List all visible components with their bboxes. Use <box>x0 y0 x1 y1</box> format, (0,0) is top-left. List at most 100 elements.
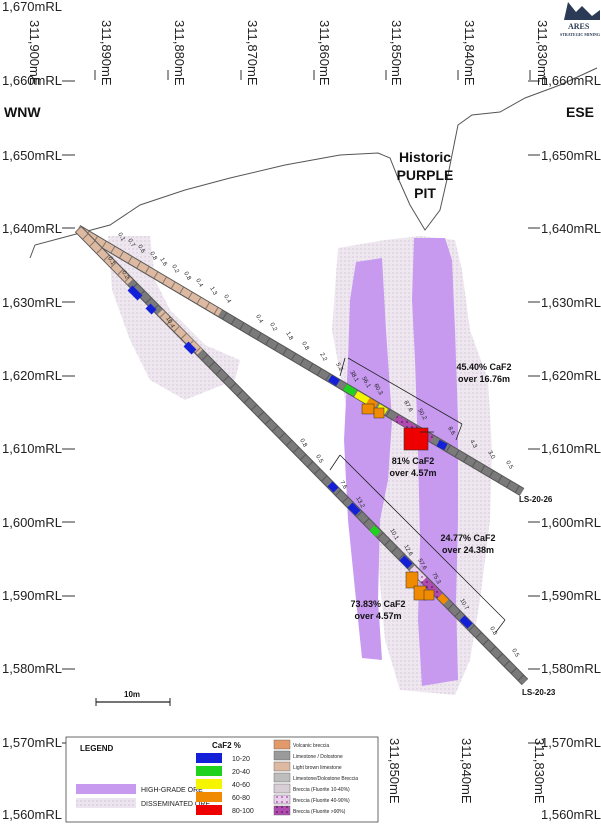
legend-caf2-label-4: 60-80 <box>232 795 250 802</box>
elev-left-label: 1,590mRL <box>2 588 62 603</box>
legend-litho-label-3: Light brown limestone <box>293 765 342 771</box>
hole-label-lower: LS-20-23 <box>522 688 556 697</box>
svg-text:10.7: 10.7 <box>458 598 469 612</box>
svg-text:0.7: 0.7 <box>126 238 136 249</box>
svg-text:56.1: 56.1 <box>360 376 371 390</box>
pit-label-line3: PIT <box>414 185 436 201</box>
legend-high-grade-swatch <box>76 784 136 794</box>
legend-caf2-swatch-4 <box>196 792 222 802</box>
svg-text:60.3: 60.3 <box>372 383 383 397</box>
svg-text:0.4: 0.4 <box>254 314 264 325</box>
intercept-brackets <box>329 357 506 633</box>
legend-litho-label-5: Breccia (Fluorite 10-40%) <box>293 787 350 793</box>
legend-disseminated-swatch <box>76 798 136 808</box>
svg-text:0.6: 0.6 <box>136 244 146 255</box>
legend-litho-swatch-7 <box>273 805 291 816</box>
legend-litho-swatch-2 <box>273 750 291 761</box>
annotation-1-line1: 45.40% CaF2 <box>456 362 511 372</box>
legend-disseminated-label: DISSEMINATED ORE <box>141 801 210 808</box>
svg-text:13.2: 13.2 <box>354 496 365 510</box>
svg-text:0.2: 0.2 <box>120 270 130 281</box>
elev-right-label: 1,570mRL <box>541 735 601 750</box>
annotation-2-line2: over 4.57m <box>389 468 436 478</box>
elev-right-label: 1,640mRL <box>541 221 601 236</box>
easting-top-label: 311,830mE <box>535 20 550 86</box>
svg-text:0.8: 0.8 <box>182 271 192 282</box>
legend-litho-swatch-4 <box>273 772 291 783</box>
legend-litho-label-6: Breccia (Fluorite 40-90%) <box>293 798 350 804</box>
svg-text:0.4: 0.4 <box>222 294 232 305</box>
svg-text:10.1: 10.1 <box>388 528 399 542</box>
svg-text:8.6: 8.6 <box>446 426 456 437</box>
svg-text:75.3: 75.3 <box>430 572 441 586</box>
svg-text:0.1: 0.1 <box>116 232 126 243</box>
annotation-4-line1: 73.83% CaF2 <box>350 599 405 609</box>
legend-litho-label-1: Volcanic breccia <box>293 743 329 749</box>
elevation-labels-right: 1,660mRL 1,650mRL 1,640mRL 1,630mRL 1,62… <box>541 73 601 822</box>
pit-label-line2: PURPLE <box>397 167 454 183</box>
easting-top-label: 311,850mE <box>389 20 404 86</box>
elev-left-label: 1,620mRL <box>2 368 62 383</box>
scale-bar: 10m <box>95 690 171 706</box>
elev-right-label: 1,660mRL <box>541 73 601 88</box>
svg-text:4.3: 4.3 <box>468 439 478 450</box>
elev-left-label: 1,570mRL <box>2 735 62 750</box>
svg-text:0.8: 0.8 <box>298 438 308 449</box>
legend-caf2-swatch-3 <box>196 779 222 789</box>
legend-litho-label-4: Limestone/Dolostone Breccia <box>293 776 358 782</box>
legend-title: LEGEND <box>80 744 114 753</box>
svg-text:57.6: 57.6 <box>416 558 427 572</box>
pit-label-line1: Historic <box>399 149 451 165</box>
legend-litho-label-7: Breccia (Fluorite >90%) <box>293 809 346 815</box>
legend: LEGEND HIGH-GRADE ORE DISSEMINATED ORE C… <box>65 736 379 823</box>
svg-text:0.8: 0.8 <box>300 341 310 352</box>
elev-right-label: 1,610mRL <box>541 441 601 456</box>
svg-text:0.8: 0.8 <box>148 251 158 262</box>
svg-text:0.4: 0.4 <box>194 278 204 289</box>
elev-right-label: 1,560mRL <box>541 807 601 822</box>
legend-caf2-label-1: 10-20 <box>232 756 250 763</box>
svg-text:87.6: 87.6 <box>402 400 413 414</box>
legend-caf2-swatch-5 <box>196 805 222 815</box>
legend-caf2-label-3: 40-60 <box>232 782 250 789</box>
direction-west: WNW <box>4 104 41 120</box>
legend-litho-swatch-5 <box>273 783 291 794</box>
intercept-annotations: 45.40% CaF2 over 16.76m 81% CaF2 over 4.… <box>350 362 511 621</box>
legend-high-grade-label: HIGH-GRADE ORE <box>141 787 203 794</box>
svg-text:7.6: 7.6 <box>338 480 348 491</box>
elev-left-label: 1,640mRL <box>2 221 62 236</box>
elev-right-label: 1,630mRL <box>541 295 601 310</box>
company-logo: ARES STRATEGIC MINING <box>560 2 600 37</box>
easting-bottom-label: 311,840mE <box>459 738 474 804</box>
svg-text:1.8: 1.8 <box>284 331 294 342</box>
svg-text:10.4: 10.4 <box>164 316 175 330</box>
legend-litho-swatch-1 <box>273 739 291 750</box>
svg-text:0.5: 0.5 <box>510 648 520 659</box>
legend-caf2-title: CaF2 % <box>212 741 241 750</box>
svg-text:0.5: 0.5 <box>504 460 514 471</box>
legend-caf2-label-5: 80-100 <box>232 808 254 815</box>
easting-top-label: 311,900mE <box>27 20 42 86</box>
legend-caf2-swatch-1 <box>196 753 222 763</box>
elev-right-label: 1,590mRL <box>541 588 601 603</box>
easting-top-label: 311,870mE <box>245 20 260 86</box>
easting-top-label: 311,890mE <box>99 20 114 86</box>
svg-text:1.6: 1.6 <box>158 257 168 268</box>
drill-hole-ls-20-26 <box>75 225 525 496</box>
elev-right-label: 1,600mRL <box>541 515 601 530</box>
elev-left-label: 1,580mRL <box>2 661 62 676</box>
easting-labels-bottom: 311,850mE 311,840mE 311,830mE <box>387 738 547 804</box>
svg-text:0.5: 0.5 <box>314 454 324 465</box>
elev-left-label: 1,660mRL <box>2 73 62 88</box>
elev-right-label: 1,650mRL <box>541 148 601 163</box>
legend-litho-label-2: Limestone / Dolostone <box>293 754 343 760</box>
annotation-1-line2: over 16.76m <box>458 374 510 384</box>
direction-east: ESE <box>566 104 594 120</box>
easting-top-label: 311,840mE <box>462 20 477 86</box>
topography-line <box>29 67 598 259</box>
svg-text:0.2: 0.2 <box>268 322 278 333</box>
pit-label: Historic PURPLE PIT <box>397 149 454 201</box>
svg-text:12.6: 12.6 <box>402 544 413 558</box>
easting-labels-top: 311,900mE 311,890mE 311,880mE 311,870mE … <box>27 20 550 86</box>
